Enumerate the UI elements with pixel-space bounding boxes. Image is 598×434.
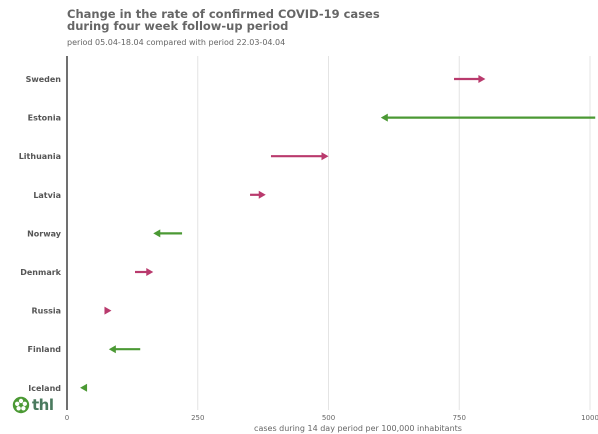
arrow-mark: [454, 75, 486, 83]
arrow-head: [258, 190, 266, 199]
category-label: Latvia: [33, 191, 61, 200]
category-label: Lithuania: [19, 152, 61, 161]
category-label: Sweden: [26, 75, 62, 84]
category-label: Norway: [27, 229, 62, 238]
arrow-mark: [108, 345, 141, 354]
arrow-head: [321, 152, 329, 161]
arrow-head: [80, 383, 88, 392]
x-tick-labels: 0 250 500 750 1000: [65, 414, 598, 422]
x-axis-label: cases during 14 day period per 100,000 i…: [254, 424, 462, 433]
arrow-head: [380, 113, 388, 122]
x-tick-label: 1000: [581, 414, 598, 422]
category-label: Iceland: [28, 384, 61, 393]
chart-subtitle: period 05.04-18.04 compared with period …: [67, 38, 286, 47]
arrow-marks: [80, 75, 596, 392]
arrow-head: [146, 268, 154, 276]
x-tick-label: 750: [453, 414, 466, 422]
arrow-head: [478, 75, 486, 83]
category-label: Denmark: [20, 268, 61, 277]
chart-title: Change in the rate of confirmed COVID-19…: [67, 7, 380, 33]
arrow-mark: [380, 113, 596, 122]
category-labels: Sweden Estonia Lithuania Latvia Norway Denmar…: [19, 75, 62, 393]
arrow-mark: [134, 268, 154, 276]
x-tick-label: 500: [322, 414, 335, 422]
arrow-mark: [270, 152, 329, 161]
flower-icon: [12, 396, 30, 414]
thl-logo: thl: [12, 396, 54, 414]
arrow-mark: [250, 190, 266, 199]
x-tick-label: 250: [191, 414, 204, 422]
category-label: Estonia: [28, 114, 61, 123]
arrow-head: [153, 229, 161, 238]
arrow-mark: [104, 306, 112, 315]
arrow-mark: [153, 229, 183, 238]
arrow-head: [104, 306, 112, 315]
logo-text: thl: [32, 396, 54, 414]
category-label: Russia: [31, 307, 61, 316]
x-tick-label: 0: [65, 414, 69, 422]
grid-lines: [197, 56, 591, 410]
category-label: Finland: [28, 345, 62, 354]
arrow-head: [108, 345, 116, 354]
arrow-mark: [80, 383, 88, 392]
